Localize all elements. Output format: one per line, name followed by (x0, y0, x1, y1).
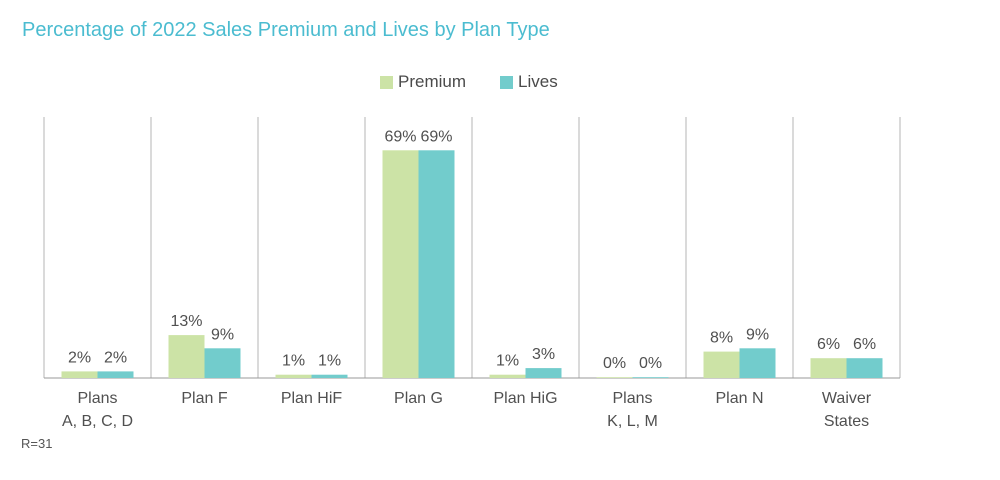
bar-lives (525, 368, 562, 378)
data-label-lives: 69% (420, 128, 452, 145)
data-label-premium: 8% (710, 330, 733, 347)
bar-lives (311, 374, 348, 378)
data-label-premium: 1% (496, 353, 519, 370)
bar-premium (168, 335, 205, 378)
bar-premium (810, 358, 847, 378)
chart-title: Percentage of 2022 Sales Premium and Liv… (22, 19, 550, 41)
bar-lives (97, 371, 134, 378)
data-label-premium: 1% (282, 353, 305, 370)
legend-swatch-premium (380, 75, 393, 89)
bar-premium (703, 351, 740, 378)
bar-premium (382, 150, 419, 378)
bar-premium (596, 377, 633, 378)
bar-lives (632, 377, 669, 378)
data-label-lives: 9% (211, 326, 234, 343)
data-label-lives: 9% (746, 326, 769, 343)
category-label: States (824, 413, 869, 430)
category-label: Plan HiG (493, 390, 557, 407)
bar-lives (204, 348, 241, 378)
legend-item-lives: Lives (500, 72, 558, 92)
category-label: Plan G (394, 390, 443, 407)
data-label-premium: 6% (817, 336, 840, 353)
category-label: K, L, M (607, 413, 658, 430)
data-label-premium: 2% (68, 349, 91, 366)
data-label-lives: 3% (532, 346, 555, 363)
legend-item-premium: Premium (380, 72, 466, 92)
category-label: Plan N (715, 390, 763, 407)
legend-swatch-lives (500, 75, 514, 89)
category-label: Plan F (181, 390, 227, 407)
data-label-premium: 69% (384, 128, 416, 145)
category-label: Waiver (822, 390, 872, 407)
bar-premium (489, 374, 526, 378)
data-label-lives: 0% (639, 355, 662, 372)
bar-premium (275, 374, 312, 378)
bar-lives (846, 358, 883, 378)
bar-premium (61, 371, 98, 378)
data-label-premium: 0% (603, 355, 626, 372)
data-label-premium: 13% (170, 313, 202, 330)
footnote: R=31 (21, 436, 53, 451)
legend: Premium Lives (380, 72, 592, 92)
legend-label-premium: Premium (398, 72, 467, 91)
category-label: Plans (612, 390, 652, 407)
bar-lives (739, 348, 776, 378)
data-label-lives: 1% (318, 353, 341, 370)
data-label-lives: 6% (853, 336, 876, 353)
bar-lives (418, 150, 455, 378)
legend-label-lives: Lives (518, 72, 558, 91)
category-label: A, B, C, D (62, 413, 133, 430)
category-label: Plan HiF (281, 390, 343, 407)
data-label-lives: 2% (104, 349, 127, 366)
category-label: Plans (77, 390, 117, 407)
